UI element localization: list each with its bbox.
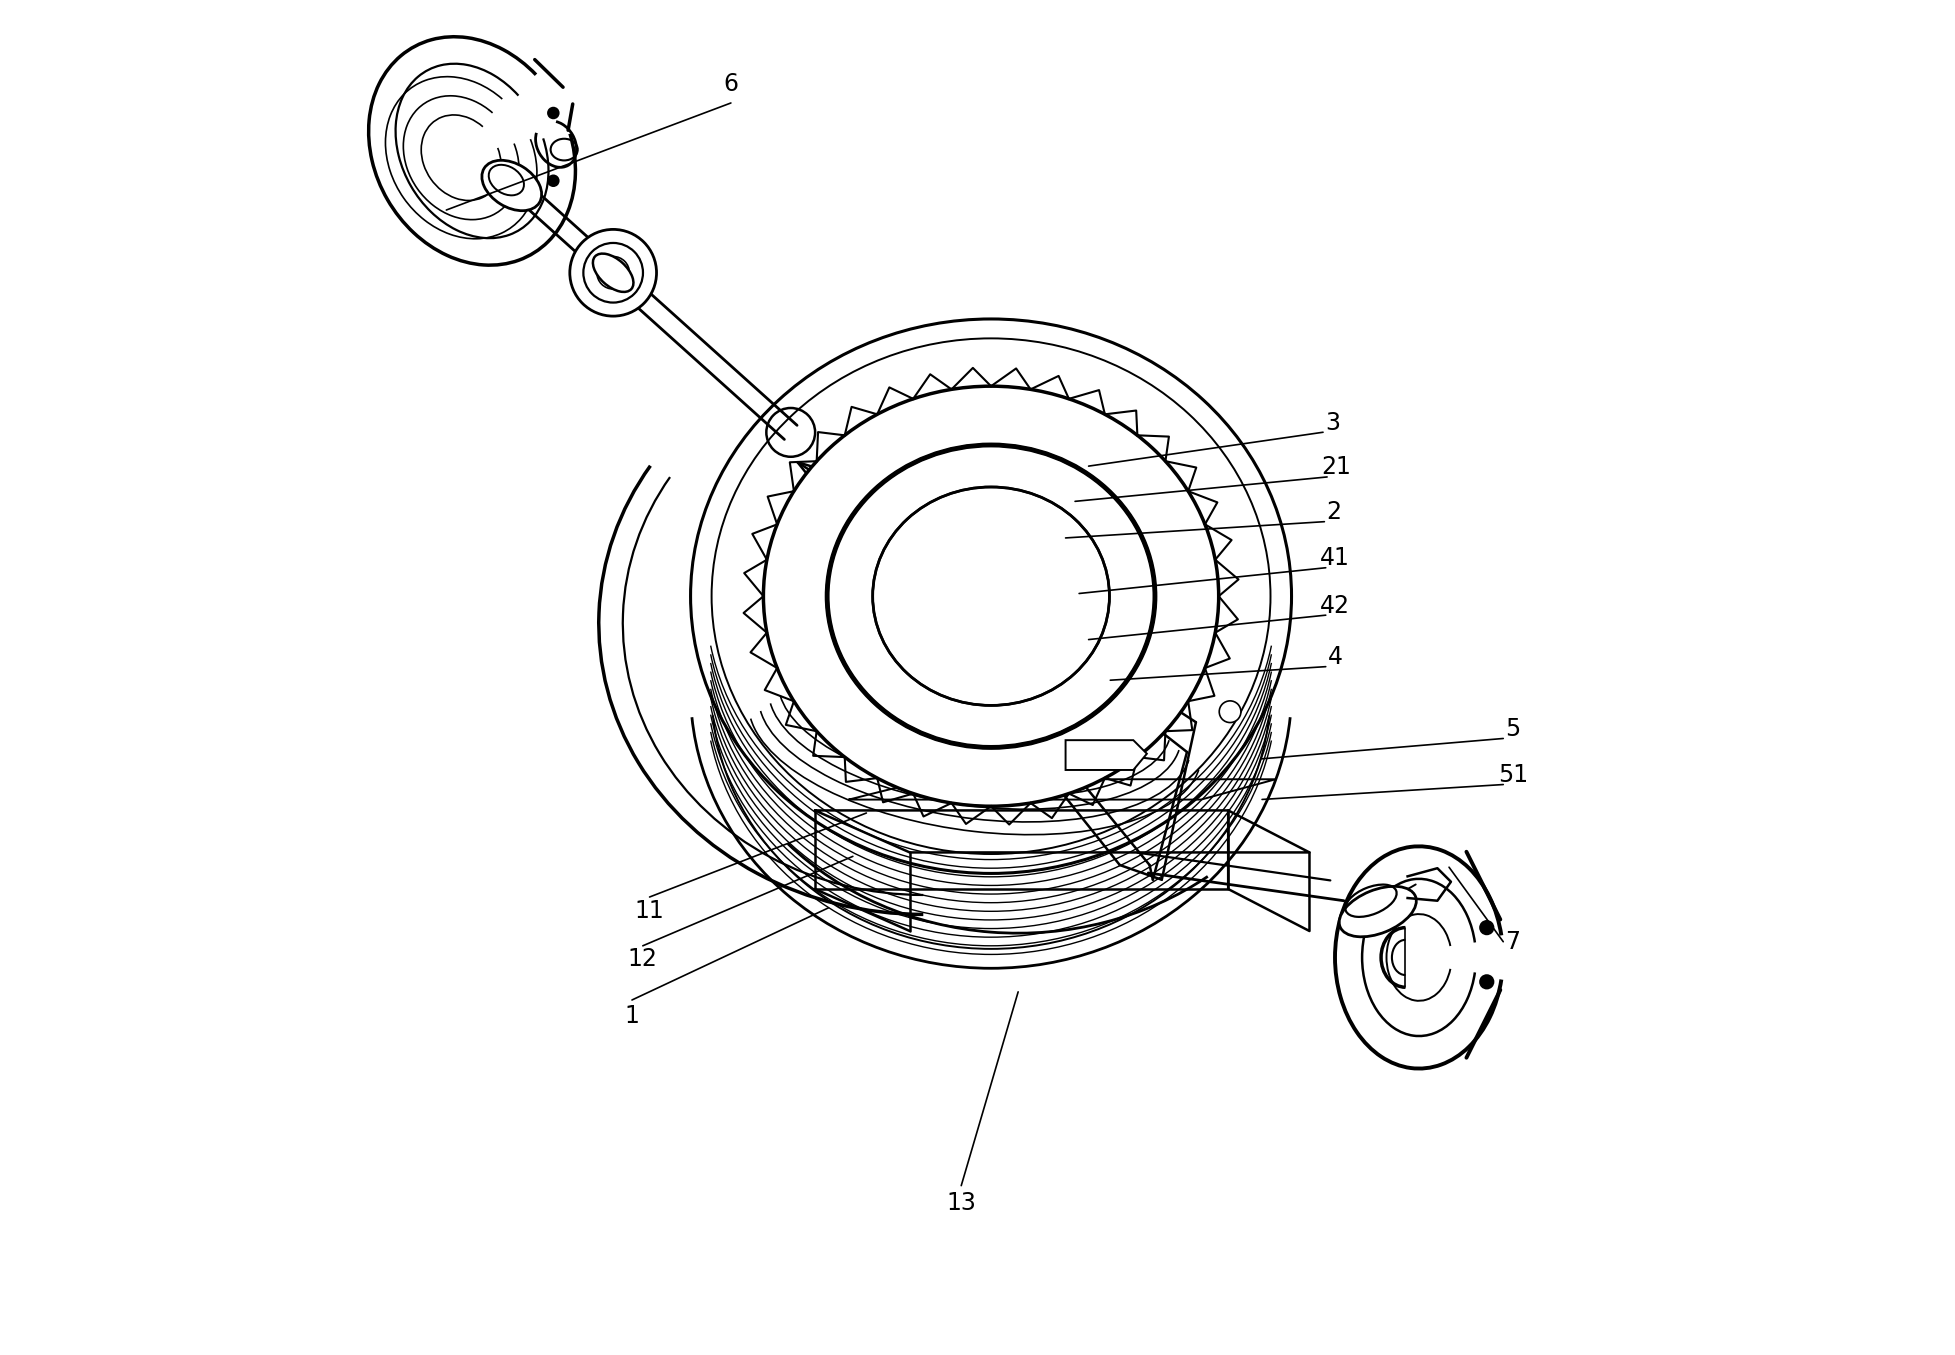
Ellipse shape xyxy=(489,165,524,195)
Circle shape xyxy=(962,566,1021,626)
Text: 42: 42 xyxy=(1320,593,1351,618)
Ellipse shape xyxy=(569,229,657,316)
Text: 51: 51 xyxy=(1498,763,1527,787)
Ellipse shape xyxy=(690,318,1292,874)
Text: 7: 7 xyxy=(1505,930,1521,954)
Ellipse shape xyxy=(827,444,1155,748)
Text: 4: 4 xyxy=(1327,645,1343,669)
Ellipse shape xyxy=(872,486,1108,706)
Ellipse shape xyxy=(1339,886,1415,936)
Polygon shape xyxy=(1065,740,1148,770)
Circle shape xyxy=(979,585,1001,607)
Circle shape xyxy=(547,175,559,186)
Ellipse shape xyxy=(596,256,630,289)
Text: 6: 6 xyxy=(723,72,739,96)
Text: 41: 41 xyxy=(1320,546,1351,570)
Circle shape xyxy=(972,577,1011,615)
Text: 2: 2 xyxy=(1325,500,1341,524)
Circle shape xyxy=(1480,976,1494,989)
Circle shape xyxy=(547,107,559,118)
Text: 5: 5 xyxy=(1505,717,1521,741)
Text: 13: 13 xyxy=(946,1191,976,1215)
Text: 3: 3 xyxy=(1325,411,1339,435)
Circle shape xyxy=(1220,701,1241,722)
Ellipse shape xyxy=(762,386,1218,806)
Circle shape xyxy=(1480,921,1494,935)
Text: 1: 1 xyxy=(624,1004,639,1028)
Ellipse shape xyxy=(592,253,633,291)
Text: 21: 21 xyxy=(1322,455,1351,480)
Text: 12: 12 xyxy=(628,947,657,972)
Text: 11: 11 xyxy=(635,898,665,923)
Ellipse shape xyxy=(481,160,542,210)
